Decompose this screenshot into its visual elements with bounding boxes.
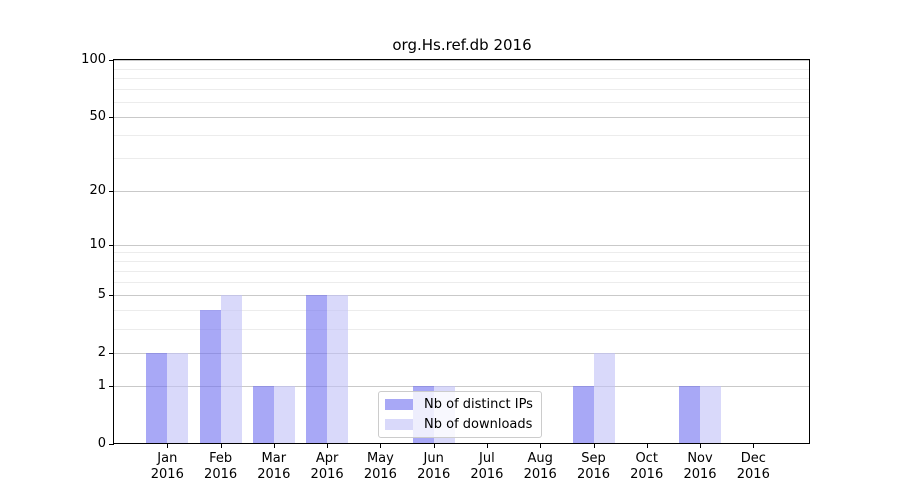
y-tick-label: 2 — [97, 344, 106, 360]
x-tick-mark — [380, 444, 382, 448]
x-tick-mark — [700, 444, 701, 448]
x-tick-label: Sep 2016 — [576, 451, 611, 482]
plot-border — [113, 59, 810, 444]
x-tick-label: Dec 2016 — [736, 451, 770, 482]
chart-title: org.Hs.ref.db 2016 — [392, 36, 532, 54]
legend-label-distinct-ips: Nb of distinct IPs — [424, 397, 533, 413]
x-tick-mark — [433, 444, 435, 448]
x-tick-mark — [327, 444, 329, 448]
y-tick-label: 1 — [97, 378, 106, 394]
x-tick-label: May 2016 — [363, 451, 397, 482]
x-tick-label: Apr 2016 — [310, 451, 344, 482]
x-tick-mark — [486, 444, 488, 448]
y-tick-label: 20 — [89, 182, 106, 198]
x-tick-mark — [273, 444, 275, 448]
x-tick-label: Aug 2016 — [523, 451, 557, 482]
x-tick-label: Jul 2016 — [470, 451, 504, 482]
y-tick-label: 0 — [97, 436, 106, 451]
x-tick-mark — [753, 444, 755, 448]
x-tick-mark — [167, 444, 169, 448]
y-tick-label: 100 — [81, 52, 106, 67]
x-tick-label: Mar 2016 — [257, 451, 291, 482]
y-tick-label: 10 — [89, 236, 106, 252]
y-tick-label: 50 — [89, 108, 106, 124]
legend-label-downloads: Nb of downloads — [424, 416, 533, 432]
legend-item-downloads: Nb of downloads — [385, 415, 535, 433]
legend-swatch-downloads-icon — [385, 418, 413, 430]
x-tick-label: Nov 2016 — [683, 451, 717, 482]
x-tick-label: Feb 2016 — [204, 451, 238, 482]
x-tick-mark — [646, 444, 648, 448]
x-tick-mark — [593, 444, 595, 448]
x-tick-label: Jan 2016 — [150, 451, 184, 482]
legend-swatch-distinct-ips-icon — [385, 399, 413, 411]
x-tick-mark — [220, 444, 222, 448]
legend: Nb of distinct IPs Nb of downloads — [378, 391, 542, 438]
y-tick-mark — [109, 444, 114, 445]
y-tick-label: 5 — [97, 286, 106, 302]
x-tick-label: Oct 2016 — [630, 451, 664, 482]
x-tick-mark — [540, 444, 542, 448]
legend-item-distinct-ips: Nb of distinct IPs — [385, 396, 535, 414]
x-tick-label: Jun 2016 — [417, 451, 451, 482]
